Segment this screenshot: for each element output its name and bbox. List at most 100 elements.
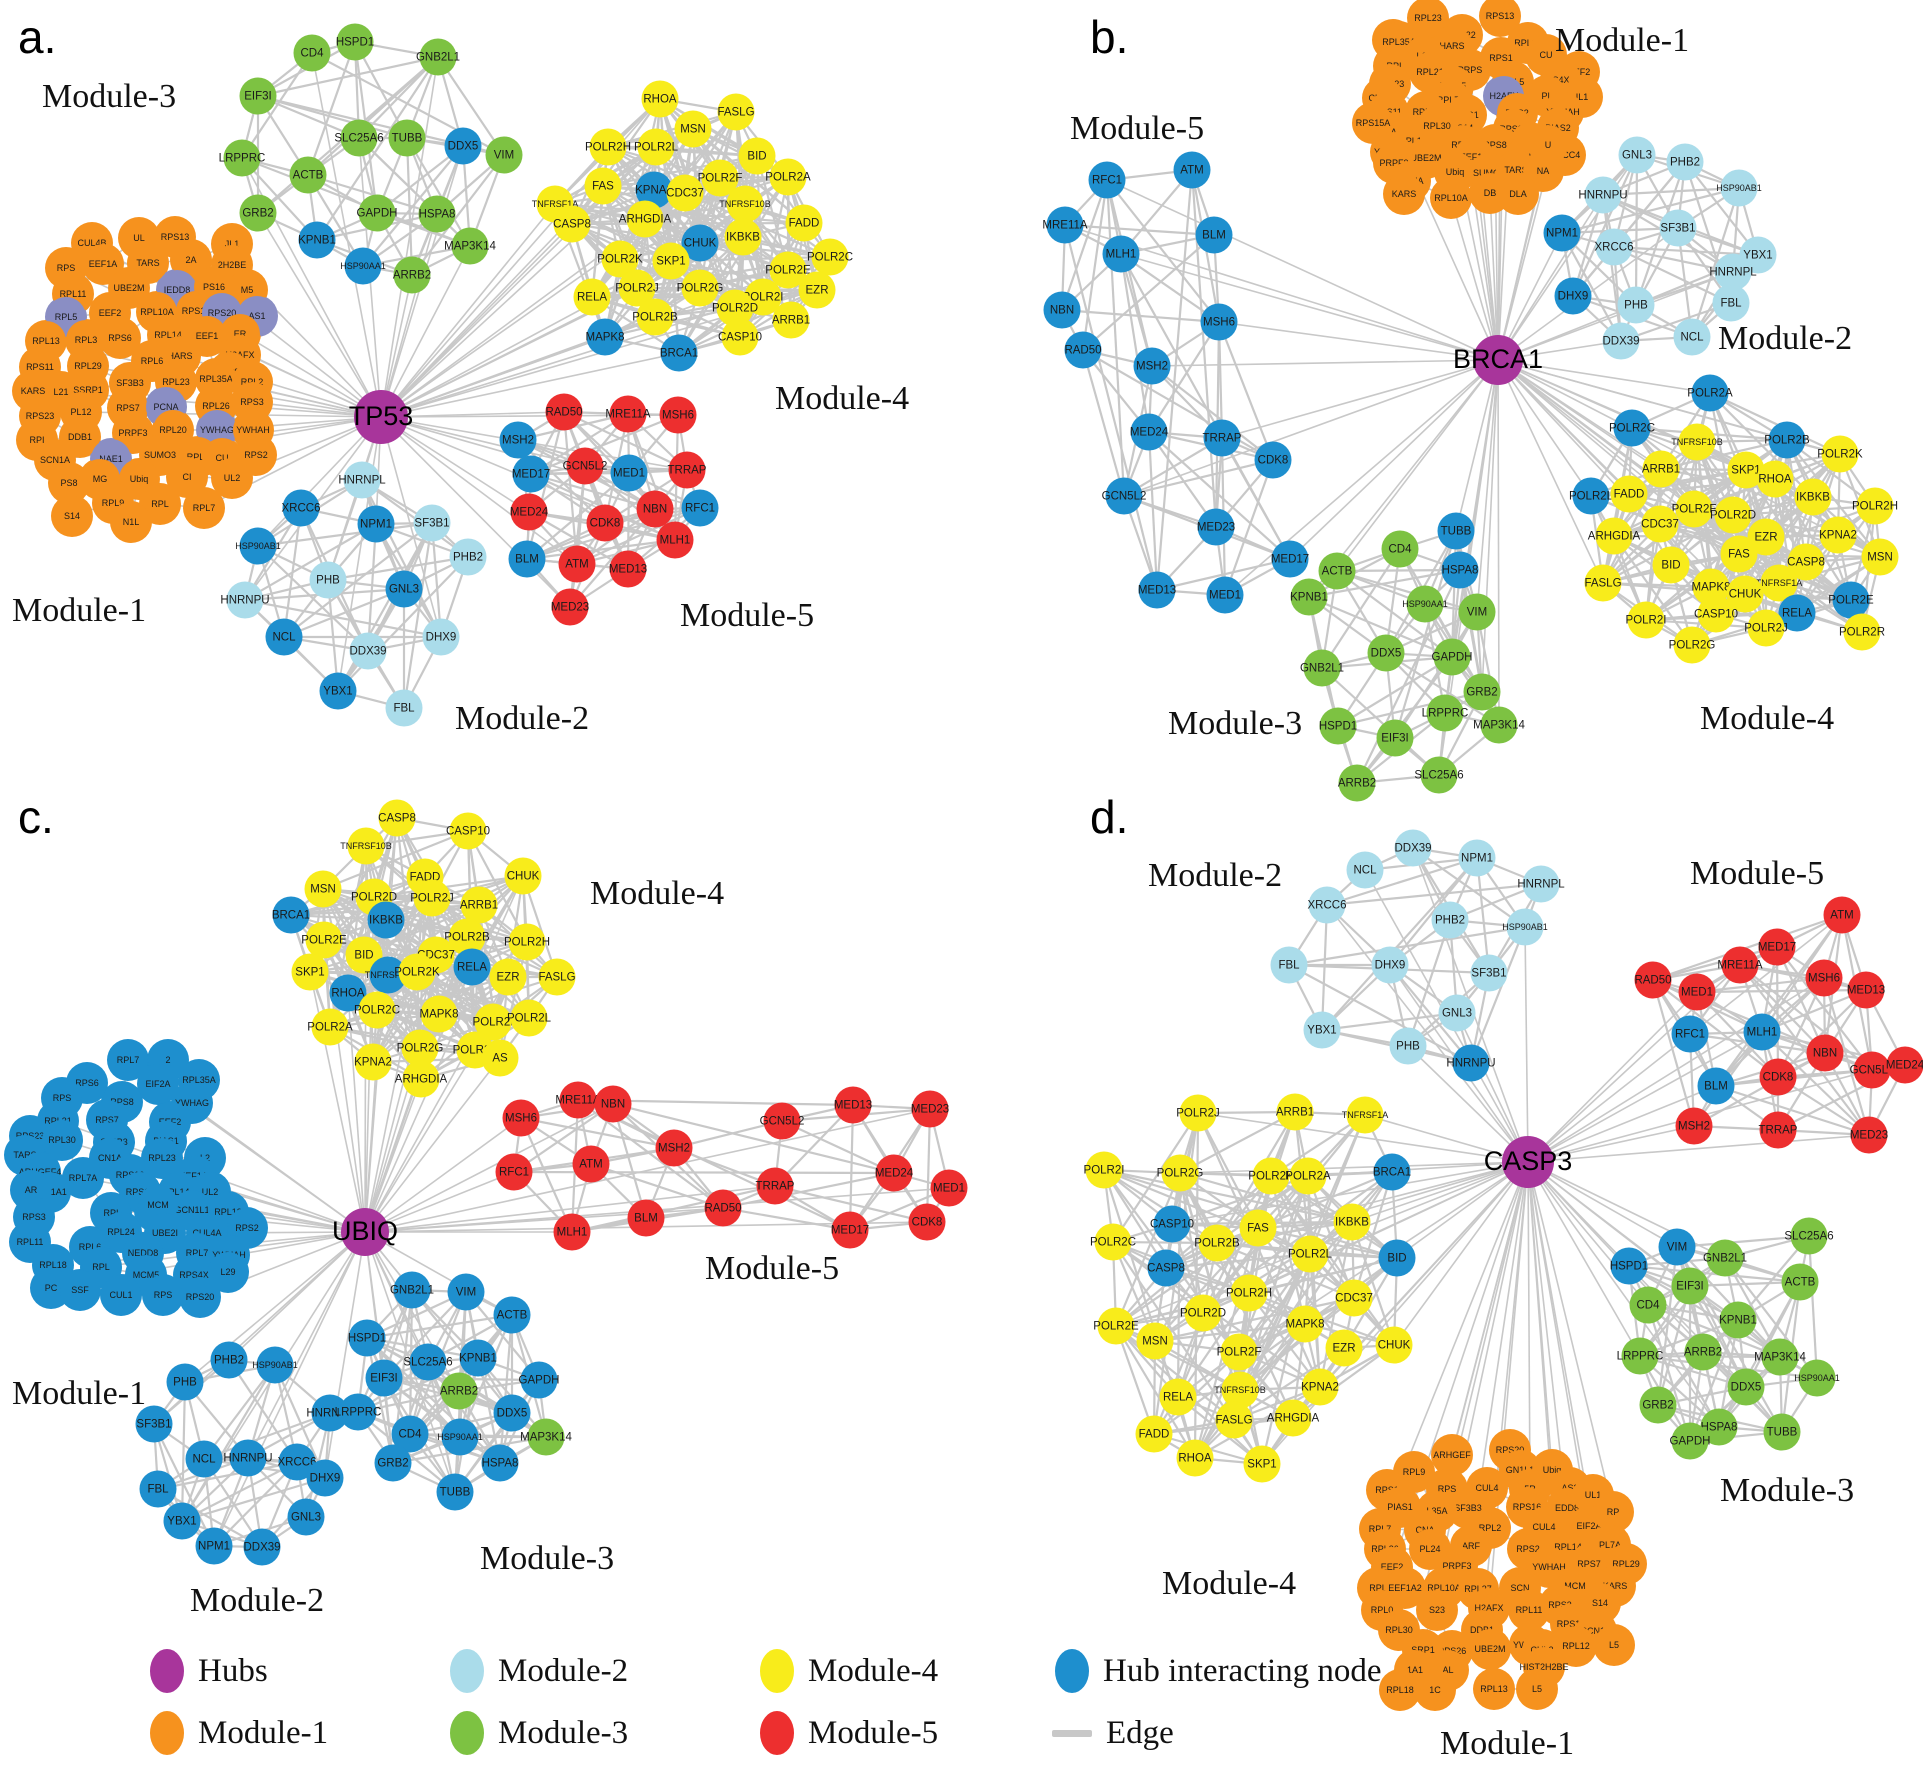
node-circle[interactable] <box>53 274 93 314</box>
network-node[interactable]: POLR2A <box>765 158 811 196</box>
network-node[interactable]: FAS <box>584 167 622 205</box>
network-node[interactable]: MSH6 <box>659 396 697 434</box>
network-node[interactable]: N1L <box>111 502 151 542</box>
node-circle[interactable] <box>42 1078 82 1118</box>
network-node[interactable]: MAPK8 <box>1286 1305 1325 1343</box>
node-circle[interactable] <box>551 588 589 626</box>
network-node[interactable]: MCM <box>138 1185 178 1225</box>
node-circle[interactable] <box>656 521 694 559</box>
node-circle[interactable] <box>1760 564 1798 602</box>
node-circle[interactable] <box>393 1271 431 1309</box>
network-node[interactable]: RPL7 <box>177 1233 217 1273</box>
node-circle[interactable] <box>447 1273 485 1311</box>
network-node[interactable]: NBN <box>594 1085 632 1123</box>
network-node[interactable]: RPS4X <box>174 1255 214 1295</box>
node-circle[interactable] <box>1372 1547 1412 1587</box>
network-node[interactable]: RPL9 <box>1510 123 1550 163</box>
node-circle[interactable] <box>481 1444 519 1482</box>
network-node[interactable]: MCM5 <box>126 1255 166 1295</box>
node-circle[interactable] <box>305 921 343 959</box>
node-circle[interactable] <box>1576 1611 1616 1651</box>
node-circle[interactable] <box>61 392 101 432</box>
network-node[interactable]: KPNA2 <box>354 1043 392 1081</box>
network-node[interactable]: ARHGEF4 <box>19 1152 62 1192</box>
node-circle[interactable] <box>157 270 197 310</box>
node-circle[interactable] <box>220 335 260 375</box>
network-node[interactable]: PHB2 <box>1666 143 1704 181</box>
node-circle[interactable] <box>138 1185 178 1225</box>
node-circle[interactable] <box>1373 1153 1411 1191</box>
node-circle[interactable] <box>1435 152 1475 192</box>
network-node[interactable]: CASP8 <box>553 205 591 243</box>
network-node[interactable]: MSH2 <box>1675 1107 1713 1145</box>
node-circle[interactable] <box>100 318 140 358</box>
network-node[interactable]: CDK8 <box>1759 1058 1797 1096</box>
node-circle[interactable] <box>701 159 739 197</box>
node-circle[interactable] <box>1659 209 1697 247</box>
network-node[interactable]: SF3B3 <box>1448 1488 1488 1528</box>
network-node[interactable]: RPL11 <box>1406 92 1446 132</box>
node-circle[interactable] <box>1697 595 1735 633</box>
node-circle[interactable] <box>441 1418 479 1456</box>
network-node[interactable]: CASP8 <box>1787 543 1825 581</box>
network-node[interactable]: POLR2B <box>1764 421 1810 459</box>
node-circle[interactable] <box>448 918 486 956</box>
node-circle[interactable] <box>239 527 277 565</box>
node-circle[interactable] <box>1545 135 1585 175</box>
network-node[interactable]: FASLG <box>538 958 576 996</box>
network-node[interactable]: ATM <box>558 545 596 583</box>
network-node[interactable]: HSPD1 <box>1319 707 1357 745</box>
node-circle[interactable] <box>1510 1625 1550 1665</box>
network-node[interactable]: CUL2 <box>1522 1630 1562 1670</box>
node-circle[interactable] <box>1666 143 1704 181</box>
network-node[interactable]: MAP3K14 <box>520 1418 572 1456</box>
node-circle[interactable] <box>436 1473 474 1511</box>
node-circle[interactable] <box>1794 478 1832 516</box>
node-circle[interactable] <box>172 1190 212 1230</box>
node-circle[interactable] <box>1629 1286 1667 1324</box>
node-circle[interactable] <box>243 1528 281 1566</box>
node-circle[interactable] <box>512 455 550 493</box>
node-circle[interactable] <box>354 1043 392 1081</box>
node-circle[interactable] <box>111 502 151 542</box>
node-circle[interactable] <box>1886 1046 1923 1084</box>
network-node[interactable]: PCNA <box>146 387 186 427</box>
node-circle[interactable] <box>60 1270 100 1310</box>
node-circle[interactable] <box>460 886 498 924</box>
node-circle[interactable] <box>90 1138 130 1178</box>
node-circle[interactable] <box>41 372 81 412</box>
hub-node-brca1[interactable]: BRCA1 <box>1453 335 1543 385</box>
node-circle[interactable] <box>202 438 242 478</box>
node-circle[interactable] <box>1706 1239 1744 1277</box>
node-circle[interactable] <box>553 205 591 243</box>
network-node[interactable]: GAPDH <box>1670 1422 1711 1460</box>
network-node[interactable]: NCL <box>265 618 303 656</box>
network-node[interactable]: MED23 <box>1197 508 1235 546</box>
network-node[interactable]: NBN <box>636 490 674 528</box>
node-circle[interactable] <box>417 936 455 974</box>
node-circle[interactable] <box>68 370 108 410</box>
network-node[interactable]: GNB2L1 <box>1703 1239 1747 1277</box>
node-circle[interactable] <box>1832 581 1870 619</box>
node-circle[interactable] <box>1379 22 1419 62</box>
node-circle[interactable] <box>180 1277 220 1317</box>
network-node[interactable]: RHOA <box>641 80 679 118</box>
node-circle[interactable] <box>1438 994 1476 1032</box>
network-node[interactable]: CASP10 <box>446 812 490 850</box>
node-circle[interactable] <box>1621 1337 1659 1375</box>
network-node[interactable]: RPS83 <box>210 352 250 392</box>
network-node[interactable]: FADD <box>1135 1415 1173 1453</box>
node-circle[interactable] <box>1523 151 1563 191</box>
network-node[interactable]: RPS3 <box>232 382 272 422</box>
network-node[interactable]: YWHAG <box>1510 1625 1550 1665</box>
network-node[interactable]: TNFRSF1A <box>532 185 579 223</box>
network-node[interactable]: DDX39 <box>243 1528 281 1566</box>
node-circle[interactable] <box>635 171 673 209</box>
node-circle[interactable] <box>365 1359 403 1397</box>
network-node[interactable]: RPL11 <box>53 274 93 314</box>
network-node[interactable]: UL2 <box>212 458 252 498</box>
network-node[interactable]: RPS <box>42 1078 82 1118</box>
network-node[interactable]: POLR2B <box>1194 1224 1240 1262</box>
network-node[interactable]: MED1 <box>1206 576 1244 614</box>
node-circle[interactable] <box>1371 946 1409 984</box>
